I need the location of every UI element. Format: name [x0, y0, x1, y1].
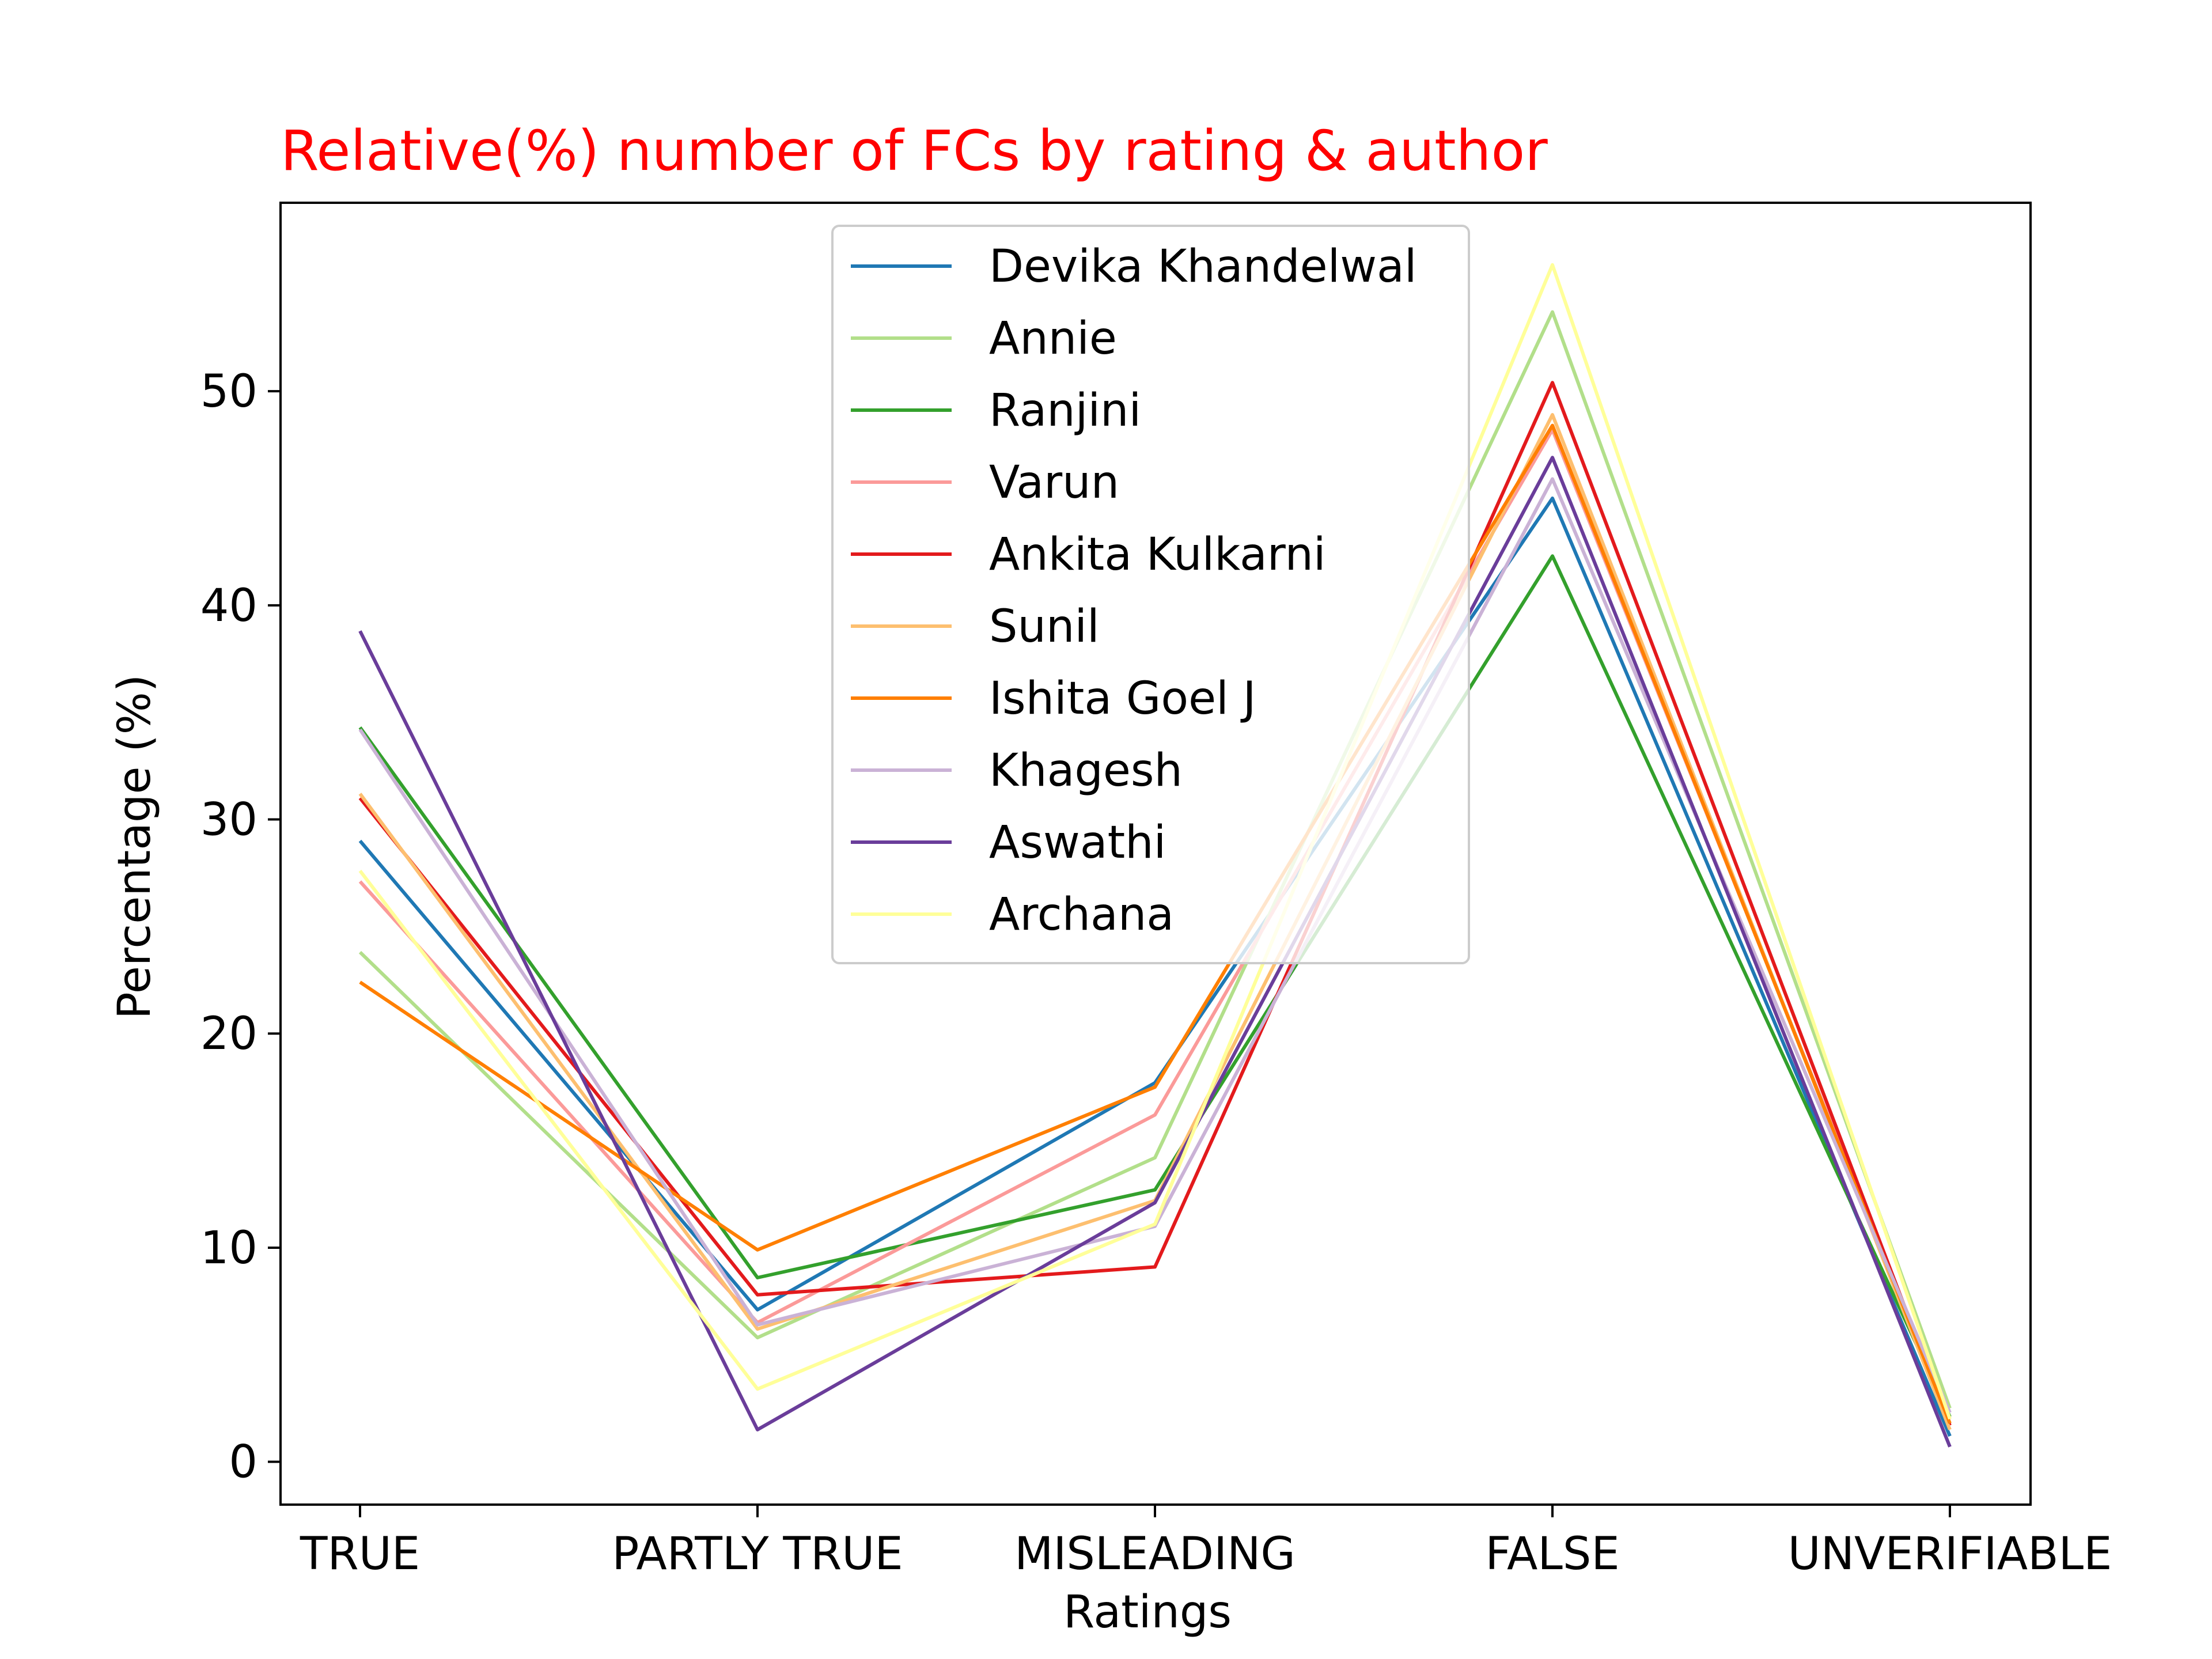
- x-axis-label: Ratings: [1063, 1586, 1232, 1638]
- x-tick-label: TRUE: [300, 1528, 420, 1580]
- x-tick-label: PARTLY TRUE: [612, 1528, 903, 1580]
- legend-label: Archana: [989, 889, 1174, 941]
- y-tick-label: 20: [200, 1008, 257, 1060]
- x-tick-label: MISLEADING: [1014, 1528, 1296, 1580]
- series-line-2: [358, 554, 1952, 1418]
- series-line-9: [358, 263, 1952, 1420]
- y-tick-label: 10: [200, 1222, 257, 1274]
- y-tick-label: 40: [200, 580, 257, 632]
- y-tick-label: 50: [200, 366, 257, 418]
- legend-label: Aswathi: [989, 817, 1166, 869]
- series-line-8: [358, 456, 1952, 1448]
- y-tick-label: 0: [229, 1437, 257, 1488]
- legend: Devika Khandelwal Annie Ranjini Varun Ankita…: [831, 225, 1470, 964]
- y-tick-label: 30: [200, 794, 257, 846]
- chart-title: Relative(%) number of FCs by rating & au…: [281, 119, 1548, 183]
- legend-label: Devika Khandelwal: [989, 241, 1417, 293]
- legend-label: Annie: [989, 313, 1117, 365]
- y-axis-label: Percentage (%): [109, 675, 161, 1020]
- legend-label: Ranjini: [989, 385, 1141, 437]
- x-tick-label: FALSE: [1485, 1528, 1619, 1580]
- legend-label: Ankita Kulkarni: [989, 529, 1326, 581]
- series-line-1: [358, 310, 1952, 1409]
- legend-label: Sunil: [989, 601, 1100, 653]
- legend-label: Khagesh: [989, 745, 1183, 797]
- axes-layer: TRUE PARTLY TRUE MISLEADING FALSE UNVERIFIAB…: [200, 202, 2112, 1580]
- legend-label: Varun: [989, 457, 1119, 509]
- x-tick-label: UNVERIFIABLE: [1788, 1528, 2112, 1580]
- legend-label: Ishita Goel J: [989, 673, 1256, 725]
- legend-box: [831, 225, 1470, 964]
- series-layer: [358, 263, 1952, 1448]
